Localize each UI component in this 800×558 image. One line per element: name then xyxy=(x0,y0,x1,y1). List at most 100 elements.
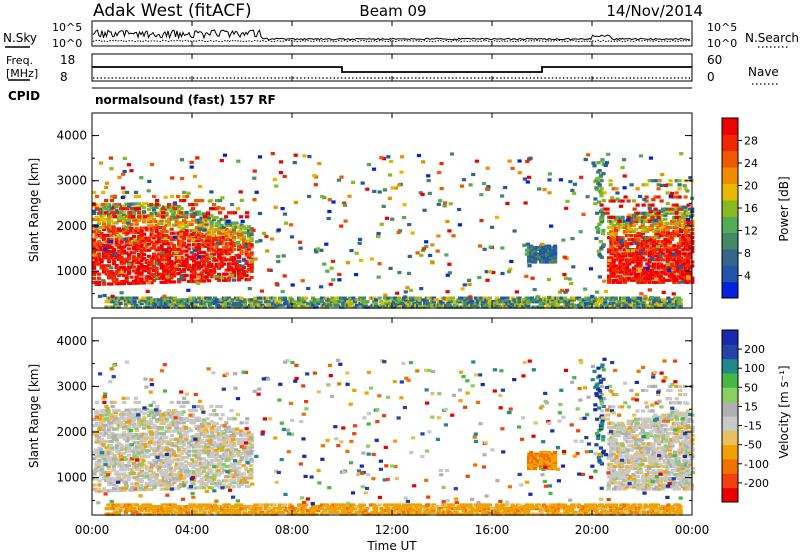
power-cell xyxy=(191,207,195,210)
power-cell xyxy=(109,240,113,243)
program-label: normalsound (fast) 157 RF xyxy=(95,93,276,107)
power-cell xyxy=(636,187,640,190)
cpid-label: CPID xyxy=(8,89,40,103)
power-cell xyxy=(675,212,679,215)
power-cell xyxy=(354,273,358,276)
nave-label: Nave xyxy=(748,65,779,79)
power-cell xyxy=(380,223,384,226)
power-cell xyxy=(99,162,103,165)
power-cell xyxy=(606,212,610,215)
power-cell xyxy=(402,216,406,219)
power-cell xyxy=(636,273,640,276)
power-cell xyxy=(610,196,614,199)
velocity-cell xyxy=(172,450,176,453)
power-cell xyxy=(624,195,628,198)
power-cell xyxy=(133,300,137,303)
power-cell xyxy=(343,204,347,207)
power-cell xyxy=(561,239,565,242)
velocity-cell xyxy=(215,422,219,425)
power-cell xyxy=(242,235,246,238)
power-cell xyxy=(270,237,274,240)
power-cell xyxy=(140,277,144,280)
power-cell xyxy=(579,176,583,179)
power-cell xyxy=(672,244,676,247)
power-cell xyxy=(118,235,122,238)
power-cell xyxy=(372,168,376,171)
power-cell xyxy=(549,225,553,228)
power-cell xyxy=(131,215,135,218)
power-cell xyxy=(97,277,101,280)
power-cell xyxy=(262,232,266,235)
power-cell xyxy=(180,177,184,180)
power-cell xyxy=(112,248,116,251)
power-cell xyxy=(110,199,114,202)
power-cell xyxy=(548,172,552,175)
power-cell xyxy=(508,160,512,163)
power-cell xyxy=(137,195,141,198)
power-cell xyxy=(663,218,667,221)
power-cell xyxy=(274,206,278,209)
power-cell xyxy=(362,297,366,300)
power-cell xyxy=(307,195,311,198)
range-tick-label: 2000 xyxy=(56,219,87,233)
power-cell xyxy=(525,160,529,163)
power-cell xyxy=(93,254,97,257)
power-cell xyxy=(146,290,150,293)
power-cell xyxy=(327,210,331,213)
power-cell xyxy=(612,272,616,275)
power-cell xyxy=(397,271,401,274)
power-cell xyxy=(642,216,646,219)
power-cell xyxy=(294,201,298,204)
velocity-cell xyxy=(142,412,146,415)
power-cell xyxy=(648,220,652,223)
power-cell xyxy=(217,206,221,209)
power-cell xyxy=(523,177,527,180)
power-cell xyxy=(154,262,158,265)
power-cell xyxy=(586,153,590,156)
power-cell xyxy=(142,210,146,213)
power-cell xyxy=(634,228,638,231)
power-cell xyxy=(235,221,239,224)
velocity-cell xyxy=(217,479,221,482)
power-cell xyxy=(325,270,329,273)
power-cell xyxy=(331,260,335,263)
power-cell xyxy=(240,199,244,202)
power-cell xyxy=(220,159,224,162)
power-cell xyxy=(120,271,124,274)
velocity-cell xyxy=(142,416,146,419)
power-cell xyxy=(136,268,140,271)
power-cell xyxy=(505,297,509,300)
power-cell xyxy=(536,295,540,298)
power-cell xyxy=(161,215,165,218)
velocity-cell xyxy=(132,472,136,475)
power-cell xyxy=(185,229,189,232)
power-cell xyxy=(547,278,551,281)
power-cell xyxy=(245,215,249,218)
power-cell xyxy=(299,247,303,250)
power-cell xyxy=(436,250,440,253)
power-cell xyxy=(547,178,551,181)
power-cell xyxy=(113,215,117,218)
power-cell xyxy=(245,274,249,277)
power-cell xyxy=(127,163,131,166)
power-cell xyxy=(147,180,151,183)
power-cell xyxy=(619,205,623,208)
power-cell xyxy=(547,245,551,248)
power-cell xyxy=(475,160,479,163)
power-cell xyxy=(92,191,96,194)
power-cell xyxy=(190,166,194,169)
power-cell xyxy=(283,213,287,216)
power-cell xyxy=(317,162,321,165)
power-cell xyxy=(650,257,654,260)
power-cell xyxy=(179,211,183,214)
power-cell xyxy=(436,234,440,237)
power-cell xyxy=(265,249,269,252)
power-cell xyxy=(419,254,423,257)
range-tick-label: 4000 xyxy=(56,129,87,143)
power-cell xyxy=(113,195,117,198)
power-cell xyxy=(339,225,343,228)
power-cell xyxy=(283,175,287,178)
noise-tick-low-left: 10^0 xyxy=(52,37,82,50)
power-cell xyxy=(180,274,184,277)
